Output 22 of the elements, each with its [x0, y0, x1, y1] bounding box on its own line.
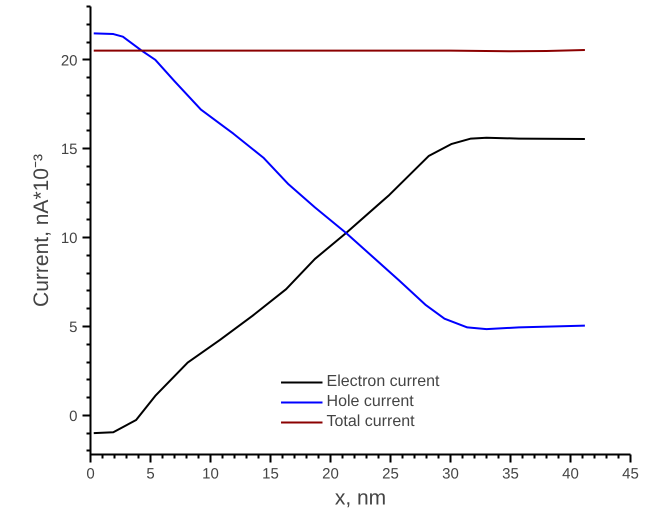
x-tick-label: 30 — [442, 466, 459, 482]
x-tick-label: 0 — [86, 466, 95, 482]
legend-label: Hole current — [326, 393, 414, 411]
y-axis-title: Current, nA*10⁻³ — [30, 154, 53, 307]
x-tick-label: 15 — [262, 466, 279, 482]
y-tick-label: 5 — [69, 319, 78, 336]
y-tick-label: 0 — [69, 408, 78, 425]
x-tick-label: 45 — [622, 466, 639, 482]
legend-label: Total current — [326, 413, 415, 431]
y-tick-label: 15 — [60, 141, 78, 158]
line-series — [92, 136, 586, 434]
x-tick-label: 10 — [202, 466, 219, 482]
line-series — [92, 32, 586, 330]
x-tick-label: 35 — [502, 466, 519, 482]
x-tick-label: 20 — [322, 466, 339, 482]
y-tick-label: 10 — [60, 230, 78, 248]
x-tick-label: 40 — [562, 466, 579, 482]
x-tick-label: 5 — [146, 466, 155, 482]
legend-label: Electron current — [326, 373, 440, 391]
x-axis-title: x, nm — [334, 486, 386, 510]
y-tick-label: 20 — [60, 52, 78, 70]
x-tick-label: 25 — [382, 466, 399, 482]
